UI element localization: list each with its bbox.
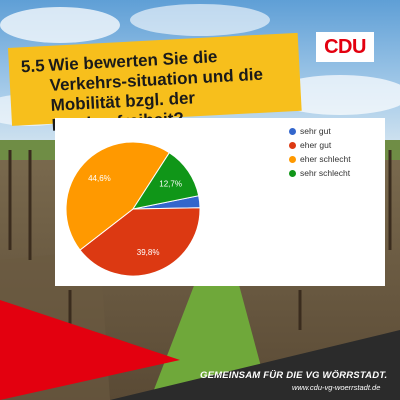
footer-url[interactable]: www.cdu-vg-woerrstadt.de [292, 383, 381, 392]
legend-item-4: sehr schlecht [289, 166, 351, 180]
legend-label-2: eher gut [300, 140, 332, 150]
chart-card: 39,8% 44,6% 12,7% sehr gut eher gut eher sch… [55, 118, 385, 286]
cdu-logo: CDU [316, 32, 374, 62]
pie-slice-3 [65, 141, 171, 251]
pie-slice-label-2: 39,8% [137, 248, 160, 257]
question-title-banner: 5.5 Wie bewerten Sie die Verkehrs-situat… [8, 32, 302, 135]
legend-item-2: eher gut [289, 138, 351, 152]
legend-label-4: sehr schlecht [300, 168, 351, 178]
legend-item-3: eher schlecht [289, 152, 351, 166]
question-number: 5.5 [20, 56, 46, 77]
legend-swatch-3 [289, 155, 296, 163]
legend-swatch-4 [289, 169, 296, 177]
pie-slice-label-3: 44,6% [88, 174, 111, 183]
legend-label-1: sehr gut [300, 126, 331, 136]
cdu-logo-text: CDU [324, 35, 366, 58]
pie-slice-label-4: 12,7% [159, 179, 182, 188]
pie-chart: 39,8% 44,6% 12,7% [65, 141, 201, 277]
pie-slice-2 [79, 207, 201, 277]
legend-swatch-1 [289, 127, 296, 135]
question-text: Wie bewerten Sie die Verkehrs-situation … [48, 47, 264, 135]
footer-slogan: GEMEINSAM FÜR DIE VG WÖRRSTADT. [200, 370, 388, 381]
legend-item-1: sehr gut [289, 124, 351, 138]
pie-slice-4 [131, 152, 200, 210]
legend-swatch-2 [289, 141, 296, 149]
legend-label-3: eher schlecht [300, 154, 351, 164]
chart-legend: sehr gut eher gut eher schlecht sehr schlec… [289, 124, 351, 180]
